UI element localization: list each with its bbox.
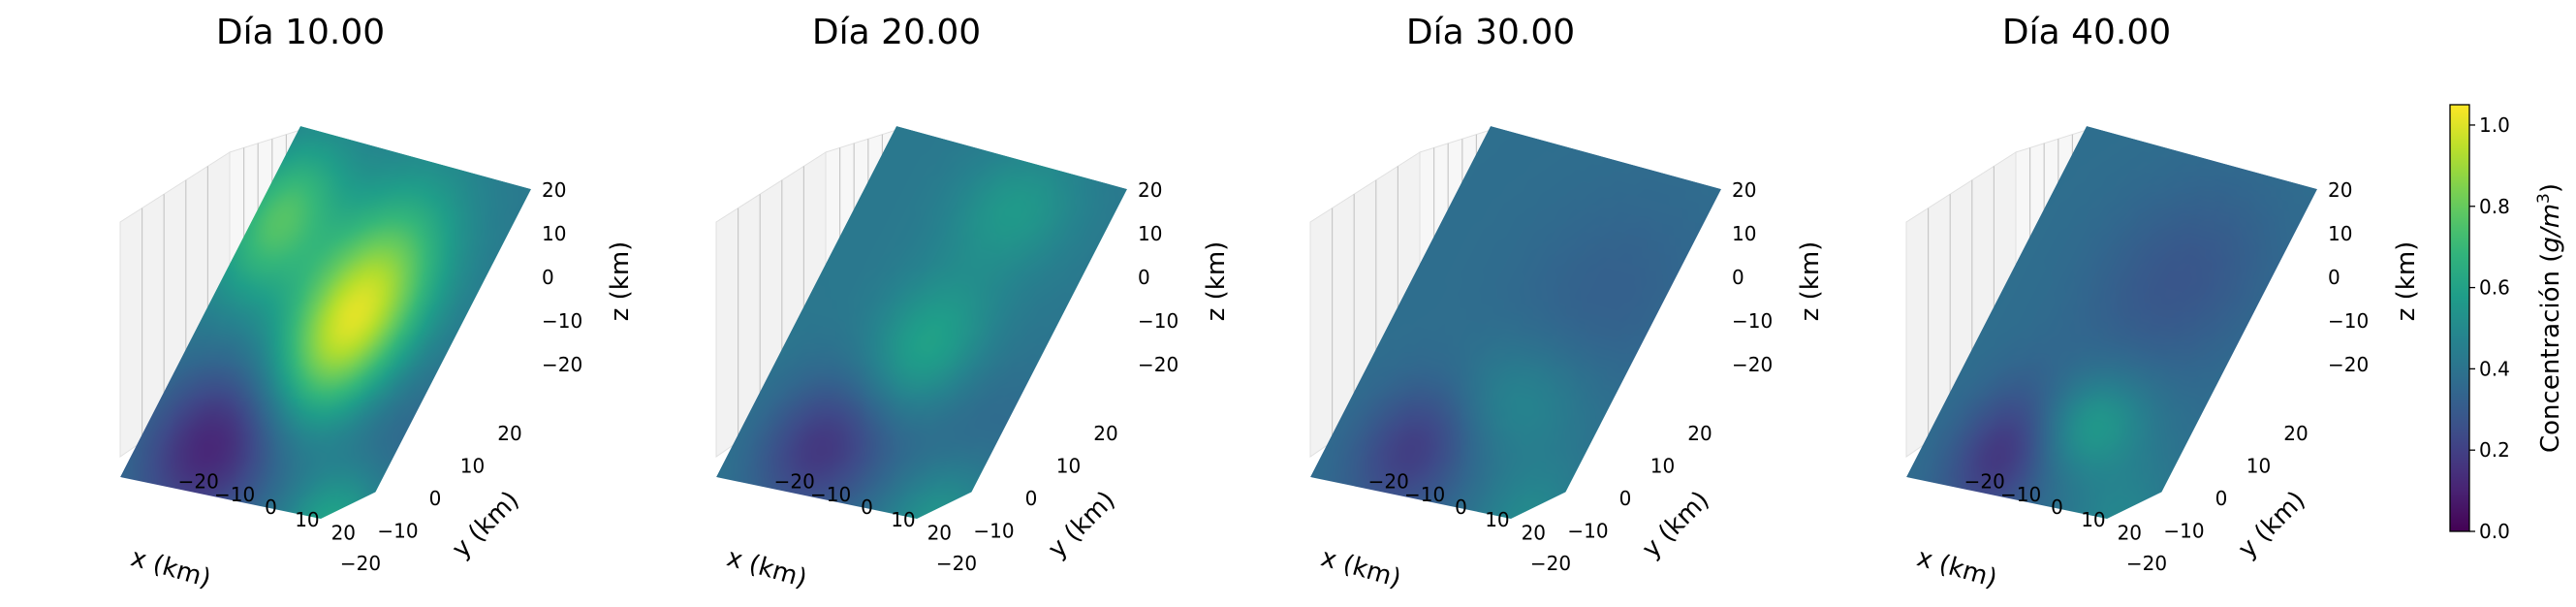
y-tick-label: −20 bbox=[936, 552, 977, 575]
x-tick-label: 10 bbox=[295, 508, 319, 531]
z-tick-label: 0 bbox=[2328, 266, 2340, 289]
colorbar-tick-label: 0.2 bbox=[2479, 438, 2510, 462]
x-tick-label: −10 bbox=[2000, 483, 2041, 506]
y-tick-label: 0 bbox=[1619, 487, 1632, 510]
y-tick-label: 0 bbox=[2215, 487, 2228, 510]
y-tick-label: 0 bbox=[429, 487, 442, 510]
colorbar-tick-label: 0.8 bbox=[2479, 195, 2510, 218]
x-axis-label: x (km) bbox=[128, 543, 214, 593]
y-tick-label: 10 bbox=[1650, 455, 1675, 478]
z-tick-label: 10 bbox=[1732, 222, 1756, 245]
y-tick-label: 20 bbox=[1687, 422, 1712, 445]
z-tick-label: −10 bbox=[1138, 309, 1178, 333]
z-axis-label: z (km) bbox=[1796, 241, 1825, 322]
colorbar-bar bbox=[2449, 104, 2470, 532]
y-tick-label: −20 bbox=[1530, 552, 1571, 575]
z-tick-label: −10 bbox=[1732, 309, 1773, 333]
colorbar-tick-label: 1.0 bbox=[2479, 113, 2510, 137]
z-tick-label: 20 bbox=[542, 178, 566, 202]
panel-title: Día 30.00 bbox=[1406, 13, 1575, 52]
colorbar-label-close: ) bbox=[2536, 183, 2565, 193]
x-axis-label: x (km) bbox=[1318, 543, 1404, 593]
x-tick-label: 0 bbox=[2051, 495, 2063, 519]
z-tick-label: −10 bbox=[2328, 309, 2369, 333]
colorbar-label-unit: g/m bbox=[2536, 204, 2565, 253]
x-tick-label: −20 bbox=[1964, 470, 2005, 494]
y-tick-label: −10 bbox=[377, 520, 418, 543]
x-tick-label: −20 bbox=[774, 470, 815, 494]
x-tick-label: −20 bbox=[178, 470, 219, 494]
x-tick-label: 20 bbox=[927, 521, 952, 544]
x-tick-label: 0 bbox=[265, 495, 277, 519]
y-tick-label: 10 bbox=[460, 455, 485, 478]
y-tick-label: 10 bbox=[2246, 455, 2271, 478]
x-axis-label: x (km) bbox=[724, 543, 810, 593]
x-tick-label: 20 bbox=[2118, 521, 2142, 544]
x-tick-label: 0 bbox=[861, 495, 873, 519]
panel-title: Día 40.00 bbox=[2002, 13, 2171, 52]
colorbar-label: Concentración (g/m3) bbox=[2534, 183, 2565, 453]
y-tick-label: −10 bbox=[973, 520, 1014, 543]
x-tick-label: 10 bbox=[2081, 508, 2105, 531]
y-axis-label: y (km) bbox=[2233, 486, 2311, 564]
z-tick-label: −10 bbox=[542, 309, 582, 333]
y-tick-label: 20 bbox=[1093, 422, 1117, 445]
z-tick-label: −20 bbox=[1732, 353, 1773, 376]
y-tick-label: 10 bbox=[1056, 455, 1081, 478]
panel-title: Día 20.00 bbox=[812, 13, 981, 52]
x-tick-label: −10 bbox=[810, 483, 851, 506]
x-tick-label: 20 bbox=[331, 521, 356, 544]
z-tick-label: −20 bbox=[542, 353, 582, 376]
y-tick-label: −20 bbox=[340, 552, 381, 575]
y-tick-label: 20 bbox=[497, 422, 521, 445]
x-tick-label: 20 bbox=[1522, 521, 1546, 544]
panel-title: Día 10.00 bbox=[216, 13, 385, 52]
z-tick-label: 20 bbox=[1732, 178, 1756, 202]
z-tick-label: 20 bbox=[2328, 178, 2352, 202]
x-axis-label: x (km) bbox=[1914, 543, 2000, 593]
z-tick-label: 10 bbox=[2328, 222, 2352, 245]
y-axis-label: y (km) bbox=[447, 486, 525, 564]
colorbar-label-text: Concentración ( bbox=[2536, 253, 2565, 453]
x-tick-label: 10 bbox=[1485, 508, 1509, 531]
colorbar-tick-label: 0.0 bbox=[2479, 520, 2510, 543]
x-tick-label: 10 bbox=[891, 508, 915, 531]
colorbar-tick-label: 0.6 bbox=[2479, 276, 2510, 300]
z-tick-label: 0 bbox=[1138, 266, 1150, 289]
y-axis-label: y (km) bbox=[1043, 486, 1121, 564]
y-tick-label: −20 bbox=[2126, 552, 2167, 575]
x-tick-label: −10 bbox=[214, 483, 255, 506]
y-tick-label: 0 bbox=[1025, 487, 1038, 510]
z-tick-label: −20 bbox=[2328, 353, 2369, 376]
colorbar-tick-label: 0.4 bbox=[2479, 357, 2510, 380]
x-tick-label: −20 bbox=[1368, 470, 1409, 494]
x-tick-label: 0 bbox=[1455, 495, 1467, 519]
z-axis-label: z (km) bbox=[606, 241, 635, 322]
y-tick-label: −10 bbox=[1567, 520, 1608, 543]
z-tick-label: 10 bbox=[542, 222, 566, 245]
colorbar: 0.0 0.2 0.4 0.6 0.8 1.0 Concentración (g/m3) bbox=[2449, 104, 2565, 543]
z-axis-label: z (km) bbox=[2392, 241, 2421, 322]
z-tick-label: 0 bbox=[1732, 266, 1744, 289]
y-tick-label: 20 bbox=[2283, 422, 2308, 445]
x-tick-label: −10 bbox=[1404, 483, 1445, 506]
z-tick-label: 10 bbox=[1138, 222, 1162, 245]
y-tick-label: −10 bbox=[2163, 520, 2204, 543]
z-tick-label: −20 bbox=[1138, 353, 1178, 376]
z-tick-label: 20 bbox=[1138, 178, 1162, 202]
z-tick-label: 0 bbox=[542, 266, 554, 289]
z-axis-label: z (km) bbox=[1202, 241, 1231, 322]
colorbar-label-exp: 3 bbox=[2534, 193, 2554, 204]
y-axis-label: y (km) bbox=[1637, 486, 1715, 564]
